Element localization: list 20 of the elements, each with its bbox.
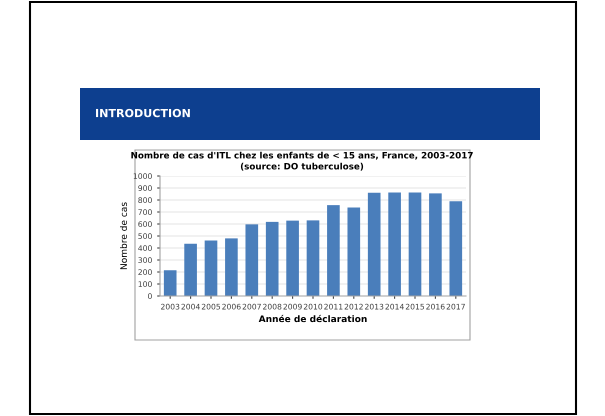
chart-title: Nombre de cas d'ITL chez les enfants de < 15 ans, France, 2003-2017 [131, 152, 473, 160]
bar [449, 201, 462, 296]
bar [347, 208, 360, 296]
y-axis-title: Nombre de cas [120, 202, 128, 270]
bar [408, 192, 422, 296]
bar [368, 192, 381, 296]
bar [225, 238, 238, 296]
bar [204, 240, 218, 296]
bar [327, 205, 340, 296]
bar [286, 220, 299, 296]
bar [429, 193, 442, 296]
x-axis-title: Année de déclaration [258, 314, 367, 322]
bar [388, 192, 401, 296]
text: INTRODUCTION [96, 108, 190, 118]
bar [306, 220, 320, 296]
bar [184, 244, 197, 296]
bar [164, 270, 177, 296]
bar [266, 222, 279, 296]
chart-subtitle: (source: DO tuberculose) [240, 162, 364, 171]
bar [245, 224, 258, 296]
